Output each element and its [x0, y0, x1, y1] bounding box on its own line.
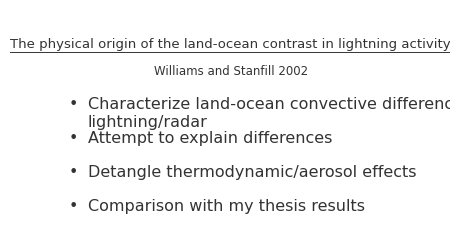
Text: Comparison with my thesis results: Comparison with my thesis results	[88, 198, 364, 213]
Text: •: •	[69, 164, 78, 179]
Text: Characterize land-ocean convective differences using
lightning/radar: Characterize land-ocean convective diffe…	[88, 96, 450, 130]
Text: Detangle thermodynamic/aerosol effects: Detangle thermodynamic/aerosol effects	[88, 164, 416, 179]
Text: •: •	[69, 198, 78, 213]
Text: Attempt to explain differences: Attempt to explain differences	[88, 130, 332, 145]
Text: Williams and Stanfill 2002: Williams and Stanfill 2002	[153, 65, 308, 78]
Text: •: •	[69, 130, 78, 145]
Text: The physical origin of the land-ocean contrast in lightning activity: The physical origin of the land-ocean co…	[10, 38, 450, 51]
Text: •: •	[69, 96, 78, 111]
